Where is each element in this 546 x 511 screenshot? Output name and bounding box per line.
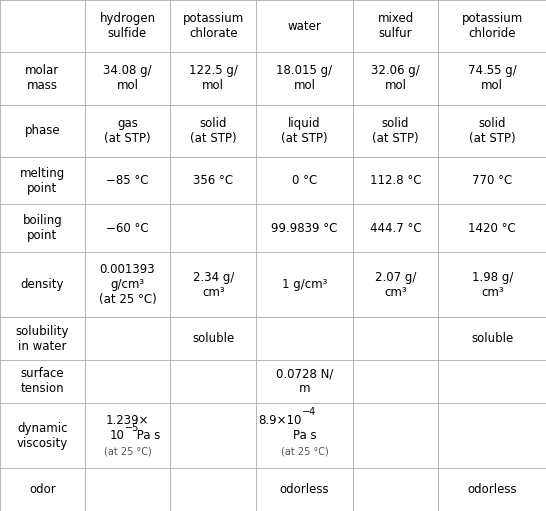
Text: 444.7 °C: 444.7 °C xyxy=(370,222,422,235)
Text: liquid
(at STP): liquid (at STP) xyxy=(281,117,328,145)
Text: 8.9×10: 8.9×10 xyxy=(258,413,301,427)
Text: 32.06 g/
mol: 32.06 g/ mol xyxy=(371,64,420,92)
Text: gas
(at STP): gas (at STP) xyxy=(104,117,151,145)
Text: solubility
in water: solubility in water xyxy=(16,324,69,353)
Text: phase: phase xyxy=(25,124,60,137)
Text: −4: −4 xyxy=(301,407,316,417)
Text: potassium
chlorate: potassium chlorate xyxy=(182,12,244,40)
Text: 1.239×: 1.239× xyxy=(106,413,149,427)
Text: −60 °C: −60 °C xyxy=(106,222,149,235)
Text: 1.98 g/
cm³: 1.98 g/ cm³ xyxy=(472,271,513,298)
Text: 122.5 g/
mol: 122.5 g/ mol xyxy=(189,64,238,92)
Text: melting
point: melting point xyxy=(20,167,65,195)
Text: 74.55 g/
mol: 74.55 g/ mol xyxy=(468,64,517,92)
Text: odorless: odorless xyxy=(467,483,517,496)
Text: 10: 10 xyxy=(110,429,124,442)
Text: density: density xyxy=(21,278,64,291)
Text: 1420 °C: 1420 °C xyxy=(468,222,516,235)
Text: 34.08 g/
mol: 34.08 g/ mol xyxy=(103,64,152,92)
Text: 0.001393
g/cm³
(at 25 °C): 0.001393 g/cm³ (at 25 °C) xyxy=(99,263,156,306)
Text: boiling
point: boiling point xyxy=(22,214,62,242)
Text: solid
(at STP): solid (at STP) xyxy=(190,117,236,145)
Text: potassium
chloride: potassium chloride xyxy=(461,12,523,40)
Text: solid
(at STP): solid (at STP) xyxy=(372,117,419,145)
Text: soluble: soluble xyxy=(192,332,234,345)
Text: 18.015 g/
mol: 18.015 g/ mol xyxy=(276,64,333,92)
Text: mixed
sulfur: mixed sulfur xyxy=(377,12,414,40)
Text: 2.07 g/
cm³: 2.07 g/ cm³ xyxy=(375,271,416,298)
Text: solid
(at STP): solid (at STP) xyxy=(469,117,515,145)
Text: Pa s: Pa s xyxy=(133,429,161,442)
Text: soluble: soluble xyxy=(471,332,513,345)
Text: −85 °C: −85 °C xyxy=(106,174,149,187)
Text: 2.34 g/
cm³: 2.34 g/ cm³ xyxy=(193,271,234,298)
Text: 112.8 °C: 112.8 °C xyxy=(370,174,422,187)
Text: molar
mass: molar mass xyxy=(25,64,60,92)
Text: odor: odor xyxy=(29,483,56,496)
Text: dynamic
viscosity: dynamic viscosity xyxy=(17,422,68,450)
Text: (at 25 °C): (at 25 °C) xyxy=(104,446,151,456)
Text: 0 °C: 0 °C xyxy=(292,174,317,187)
Text: 0.0728 N/
m: 0.0728 N/ m xyxy=(276,367,333,396)
Text: odorless: odorless xyxy=(280,483,329,496)
Text: surface
tension: surface tension xyxy=(21,367,64,396)
Text: 356 °C: 356 °C xyxy=(193,174,233,187)
Text: 1 g/cm³: 1 g/cm³ xyxy=(282,278,327,291)
Text: (at 25 °C): (at 25 °C) xyxy=(281,446,328,456)
Text: Pa s: Pa s xyxy=(293,429,316,442)
Text: water: water xyxy=(287,19,322,33)
Text: 99.9839 °C: 99.9839 °C xyxy=(271,222,337,235)
Text: hydrogen
sulfide: hydrogen sulfide xyxy=(99,12,156,40)
Text: 770 °C: 770 °C xyxy=(472,174,512,187)
Text: −5: −5 xyxy=(124,423,139,433)
